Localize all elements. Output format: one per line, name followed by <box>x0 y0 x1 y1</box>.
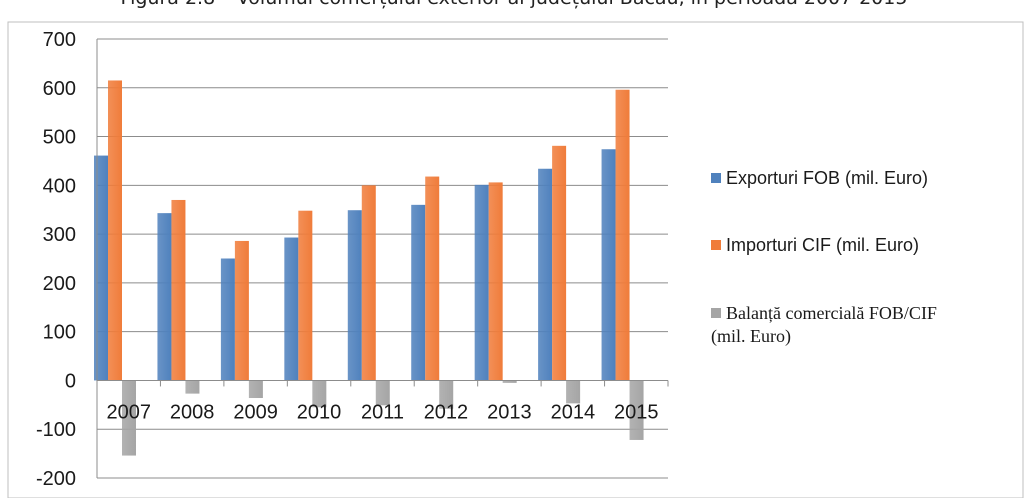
bar-series-2-2013 <box>488 182 503 381</box>
x-tick-label: 2009 <box>233 401 278 423</box>
bar-series-2-2010 <box>298 210 313 381</box>
bar-series-2-2007 <box>108 80 122 381</box>
y-tick-label: 600 <box>43 78 76 100</box>
y-tick-label: 200 <box>43 273 76 295</box>
bar-series-3-2010 <box>312 380 327 408</box>
y-tick-label: 500 <box>43 127 76 149</box>
y-tick-label: 100 <box>43 322 76 344</box>
x-tick-label: 2010 <box>297 401 342 423</box>
y-tick-label: -200 <box>36 468 76 490</box>
legend-label-3-line-2: (mil. Euro) <box>711 326 791 347</box>
bar-series-3-2014 <box>566 380 581 404</box>
bar-series-1-2013 <box>474 184 489 381</box>
x-tick-label: 2008 <box>170 401 215 423</box>
chart-title: Figura 2.8 – Volumul comerțului exterior… <box>0 0 1028 9</box>
bar-series-3-2011 <box>375 380 390 406</box>
legend-swatch-3 <box>711 308 721 318</box>
bar-series-1-2015 <box>601 149 616 381</box>
gridlines <box>97 38 668 479</box>
bar-series-1-2011 <box>347 210 362 381</box>
y-tick-label: 300 <box>43 224 76 246</box>
bar-series-3-2012 <box>439 380 454 409</box>
legend-swatch-2 <box>711 240 721 250</box>
title-strip: Figura 2.8 – Volumul comerțului exterior… <box>0 0 1028 13</box>
y-tick-label: 400 <box>43 175 76 197</box>
bar-series-1-2010 <box>284 237 299 381</box>
y-tick-label: 700 <box>43 29 76 51</box>
legend-swatch-1 <box>711 173 721 183</box>
bar-series-3-2008 <box>185 380 200 394</box>
axes <box>96 39 669 478</box>
bar-series-2-2015 <box>615 89 630 381</box>
y-tick-label: -100 <box>36 419 76 441</box>
bar-series-2-2009 <box>234 240 249 381</box>
bar-series-2-2012 <box>425 176 440 381</box>
bar-series-1-2012 <box>411 204 426 381</box>
bar-series-3-2015 <box>629 380 644 440</box>
bar-series-1-2009 <box>220 258 235 381</box>
bar-series-2-2011 <box>361 185 376 381</box>
bar-series-2-2014 <box>552 145 567 381</box>
bar-series-1-2008 <box>157 213 172 381</box>
legend-label-1: Exporturi FOB (mil. Euro) <box>726 168 928 188</box>
x-tick-label: 2014 <box>551 401 596 423</box>
x-tick-label: 2011 <box>361 401 404 423</box>
bar-series-2-2008 <box>171 199 186 381</box>
x-tick-label: 2015 <box>614 401 659 423</box>
x-tick-label: 2013 <box>487 401 532 423</box>
legend-label-2: Importuri CIF (mil. Euro) <box>726 235 919 255</box>
x-axis-tick-labels: 2007 2008 2009 2010 2011 2012 2013 2014 2015 <box>106 401 658 423</box>
x-tick-label: 2007 <box>106 401 151 423</box>
bar-series-3-2013 <box>502 380 517 383</box>
bar-series-1-2007 <box>94 155 108 381</box>
bar-series-3-2007 <box>122 380 136 456</box>
y-axis-tick-labels: 700 600 500 400 300 200 100 0 -100 -200 <box>36 29 76 490</box>
bar-series-1-2014 <box>538 168 553 381</box>
y-tick-label: 0 <box>65 370 76 392</box>
x-tick-label: 2012 <box>424 401 469 423</box>
legend-label-3-line-1: Balanță comercială FOB/CIF <box>726 303 937 323</box>
bar-series-3-2009 <box>248 380 263 399</box>
legend: Exporturi FOB (mil. Euro) Importuri CIF (… <box>711 168 937 347</box>
bars <box>94 80 644 456</box>
